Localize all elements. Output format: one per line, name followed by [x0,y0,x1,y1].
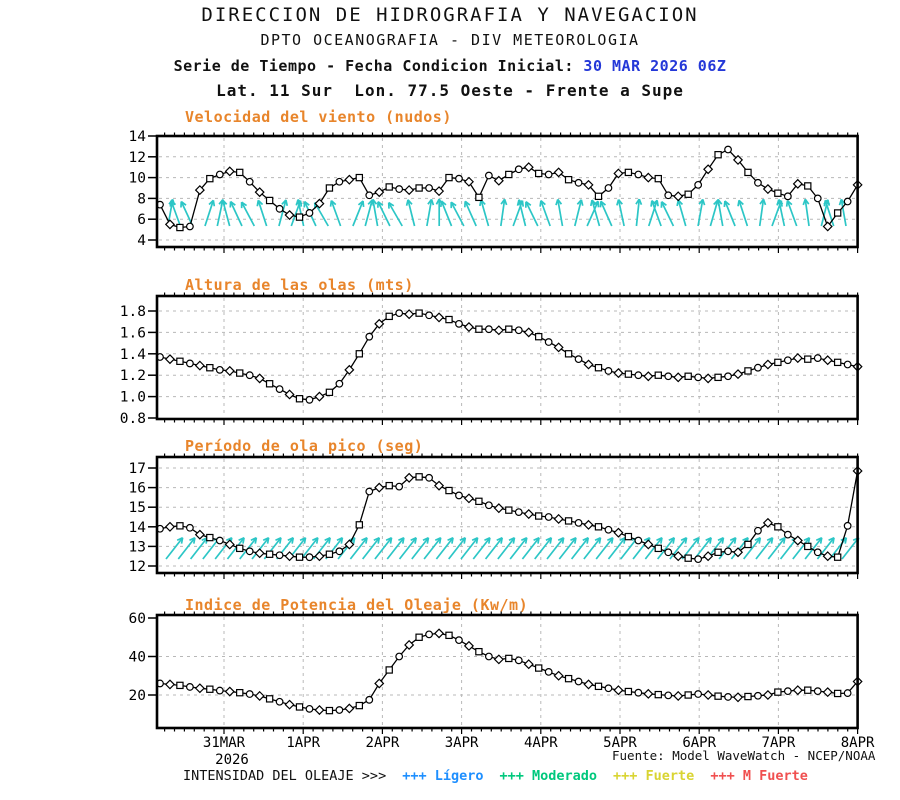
legend-item-moderado: +++ Moderado [499,768,598,784]
panel2-title: Altura de las olas (mts) [185,276,414,294]
y-tick-label: 10 [129,171,146,187]
panel-2-plot: 0.8 1.0 1.2 1.4 1.6 1.8 [120,292,863,427]
x-tick-label: 31MAR [203,735,246,751]
y-tick-label: 15 [129,500,146,516]
panel3-title: Período de ola pico (seg) [185,437,424,455]
panel1-title: Velocidad del viento (nudos) [185,108,452,126]
x-tick-label: 1APR [286,735,320,751]
y-tick-label: 20 [129,688,146,704]
y-tick-label: 0.8 [120,411,146,427]
panel-3-plot: 12 13 14 15 16 17 [129,453,863,579]
y-tick-label: 4 [137,233,146,249]
x-tick-label: 7APR [762,735,796,751]
source-note: Fuente: Model WaveWatch - NCEP/NOAA [612,748,876,763]
x-tick-label: 3APR [445,735,479,751]
y-tick-label: 1.0 [120,390,146,406]
x-tick-label: 6APR [682,735,716,751]
legend-item-mfuerte: +++ M Fuerte [710,768,808,784]
y-tick-label: 40 [129,650,146,666]
x-tick-label: 8APR [841,735,875,751]
x-tick-label: 2APR [366,735,400,751]
series-header: Serie de Tiempo - Fecha Condicion Inicia… [0,57,900,75]
y-tick-label: 1.6 [120,325,146,341]
y-tick-label: 16 [129,481,146,497]
y-tick-label: 17 [129,461,146,477]
y-tick-label: 12 [129,559,146,575]
x-tick-label: 5APR [603,735,637,751]
initial-condition-date: 30 MAR 2026 06Z [583,57,727,75]
legend-label: INTENSIDAD DEL OLEAJE >>> [183,768,387,784]
y-tick-label: 13 [129,539,146,555]
org-title: DIRECCION DE HIDROGRAFIA Y NAVEGACION [201,4,699,26]
x-tick-label: 4APR [524,735,558,751]
legend-item-fuerte: +++ Fuerte [613,768,695,784]
intensity-legend: INTENSIDAD DEL OLEAJE >>> +++ Lígero +++… [183,768,808,784]
y-tick-label: 8 [137,191,146,207]
dept-subtitle: DPTO OCEANOGRAFIA - DIV METEOROLOGIA [260,31,640,49]
y-tick-label: 1.2 [120,368,146,384]
panel-1-plot: 4 6 8 10 12 14 [129,129,863,253]
panel4-title: Indice de Potencia del Oleaje (Kw/m) [185,596,529,614]
x-axis-year: 2026 [215,752,249,768]
y-tick-label: 60 [129,611,146,627]
series-label: Serie de Tiempo - Fecha Condicion Inicia… [173,57,584,75]
legend-item-ligero: +++ Lígero [402,768,484,784]
y-tick-label: 1.4 [120,347,146,363]
y-tick-label: 14 [129,520,147,536]
y-tick-label: 12 [129,150,146,166]
y-tick-label: 6 [137,212,146,228]
y-tick-label: 14 [129,129,147,145]
x-axis-labels: 31MAR 1APR 2APR 3APR 4APR 5APR 6APR 7APR 8APR 202… [203,735,875,768]
panel-4-plot: 20 40 60 [129,611,863,734]
location-line: Lat. 11 Sur Lon. 77.5 Oeste - Frente a S… [216,81,684,100]
y-tick-label: 1.8 [120,304,146,320]
